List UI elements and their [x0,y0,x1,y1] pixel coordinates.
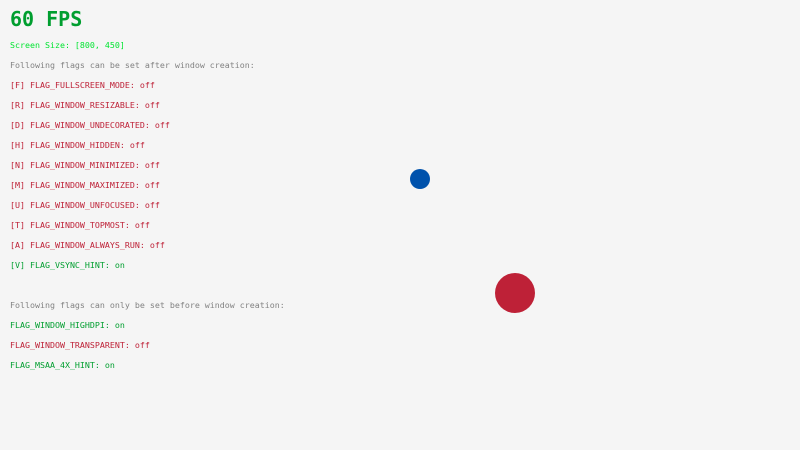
flag-value: off [144,180,160,190]
flag-label: [V] FLAG_VSYNC_HINT: [10,260,115,270]
flag-row: FLAG_WINDOW_HIGHDPI: on [10,320,125,330]
flag-label: [F] FLAG_FULLSCREEN_MODE: [10,80,140,90]
flag-value: off [149,240,165,250]
flag-row: [V] FLAG_VSYNC_HINT: on [10,260,125,270]
flag-label: [U] FLAG_WINDOW_UNFOCUSED: [10,200,145,210]
flag-label: FLAG_WINDOW_TRANSPARENT: [10,340,135,350]
flag-label: FLAG_WINDOW_HIGHDPI: [10,320,115,330]
fps-counter: 60 FPS [10,7,83,31]
flag-label: [A] FLAG_WINDOW_ALWAYS_RUN: [10,240,150,250]
flag-row: [D] FLAG_WINDOW_UNDECORATED: off [10,120,170,130]
flag-value: on [104,360,115,370]
flag-value: off [144,100,160,110]
flag-row: [U] FLAG_WINDOW_UNFOCUSED: off [10,200,160,210]
flag-row: [N] FLAG_WINDOW_MINIMIZED: off [10,160,160,170]
flag-label: [R] FLAG_WINDOW_RESIZABLE: [10,100,145,110]
flag-value: on [114,260,125,270]
flag-value: off [144,200,160,210]
flag-row: [H] FLAG_WINDOW_HIDDEN: off [10,140,145,150]
after-creation-header: Following flags can be set after window … [10,60,255,70]
flag-label: [N] FLAG_WINDOW_MINIMIZED: [10,160,145,170]
flag-label: [D] FLAG_WINDOW_UNDECORATED: [10,120,155,130]
flag-label: [M] FLAG_WINDOW_MAXIMIZED: [10,180,145,190]
flag-row: [A] FLAG_WINDOW_ALWAYS_RUN: off [10,240,165,250]
flag-value: off [139,80,155,90]
flag-value: off [154,120,170,130]
flag-value: off [129,140,145,150]
flag-row: [F] FLAG_FULLSCREEN_MODE: off [10,80,155,90]
flag-row: FLAG_WINDOW_TRANSPARENT: off [10,340,150,350]
screen-size-text: Screen Size: [800, 450] [10,40,125,50]
large-ball [495,273,535,313]
flag-label: FLAG_MSAA_4X_HINT: [10,360,105,370]
flag-label: [T] FLAG_WINDOW_TOPMOST: [10,220,135,230]
flag-row: [R] FLAG_WINDOW_RESIZABLE: off [10,100,160,110]
flag-value: off [134,340,150,350]
flag-value: off [144,160,160,170]
flag-row: [T] FLAG_WINDOW_TOPMOST: off [10,220,150,230]
small-bouncing-ball [410,169,430,189]
flag-label: [H] FLAG_WINDOW_HIDDEN: [10,140,130,150]
flag-value: on [114,320,125,330]
flag-row: FLAG_MSAA_4X_HINT: on [10,360,115,370]
flag-value: off [134,220,150,230]
flag-row: [M] FLAG_WINDOW_MAXIMIZED: off [10,180,160,190]
before-creation-header: Following flags can only be set before w… [10,300,285,310]
